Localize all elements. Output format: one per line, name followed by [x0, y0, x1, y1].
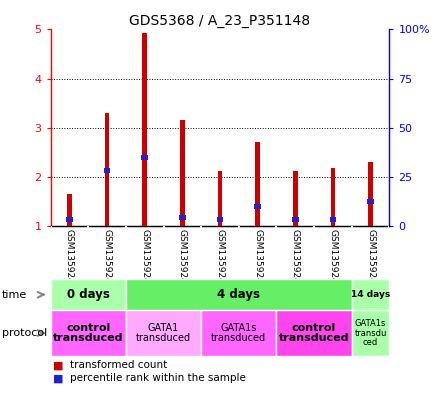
- Bar: [179, 215, 186, 220]
- Text: control
transduced: control transduced: [53, 323, 124, 343]
- Text: percentile rank within the sample: percentile rank within the sample: [70, 373, 246, 384]
- Bar: [368, 162, 373, 226]
- Bar: [352, 310, 389, 356]
- Text: GSM1359242: GSM1359242: [216, 229, 224, 289]
- Bar: [367, 199, 374, 204]
- Bar: [293, 171, 297, 226]
- Text: ■: ■: [53, 360, 63, 371]
- Text: protocol: protocol: [2, 328, 48, 338]
- Bar: [126, 279, 352, 310]
- Title: GDS5368 / A_23_P351148: GDS5368 / A_23_P351148: [129, 15, 311, 28]
- Text: 4 days: 4 days: [217, 288, 260, 301]
- Bar: [216, 217, 224, 222]
- Text: 14 days: 14 days: [351, 290, 390, 299]
- Bar: [254, 204, 261, 209]
- Text: ■: ■: [53, 373, 63, 384]
- Bar: [141, 155, 148, 160]
- Text: GSM1359248: GSM1359248: [103, 229, 112, 289]
- Bar: [201, 310, 276, 356]
- Text: GATA1
transduced: GATA1 transduced: [136, 323, 191, 343]
- Bar: [105, 113, 109, 226]
- Text: GATA1s
transdu
ced: GATA1s transdu ced: [354, 319, 387, 347]
- Bar: [218, 171, 222, 226]
- Bar: [143, 33, 147, 226]
- Text: GATA1s
transduced: GATA1s transduced: [211, 323, 266, 343]
- Text: transformed count: transformed count: [70, 360, 168, 371]
- Text: GSM1359246: GSM1359246: [328, 229, 337, 289]
- Bar: [255, 142, 260, 226]
- Bar: [180, 120, 185, 226]
- Bar: [276, 310, 352, 356]
- Bar: [126, 310, 201, 356]
- Bar: [66, 217, 73, 222]
- Bar: [330, 217, 336, 222]
- Text: GSM1359244: GSM1359244: [366, 229, 375, 289]
- Bar: [51, 279, 126, 310]
- Bar: [67, 194, 72, 226]
- Text: GSM1359243: GSM1359243: [253, 229, 262, 289]
- Bar: [331, 168, 335, 226]
- Bar: [352, 279, 389, 310]
- Text: GSM1359247: GSM1359247: [65, 229, 74, 289]
- Text: GSM1359245: GSM1359245: [291, 229, 300, 289]
- Bar: [51, 310, 126, 356]
- Text: time: time: [2, 290, 27, 300]
- Bar: [292, 217, 299, 222]
- Text: GSM1359241: GSM1359241: [178, 229, 187, 289]
- Text: GSM1359240: GSM1359240: [140, 229, 149, 289]
- Text: 0 days: 0 days: [67, 288, 110, 301]
- Text: control
transduced: control transduced: [279, 323, 349, 343]
- Bar: [104, 168, 110, 173]
